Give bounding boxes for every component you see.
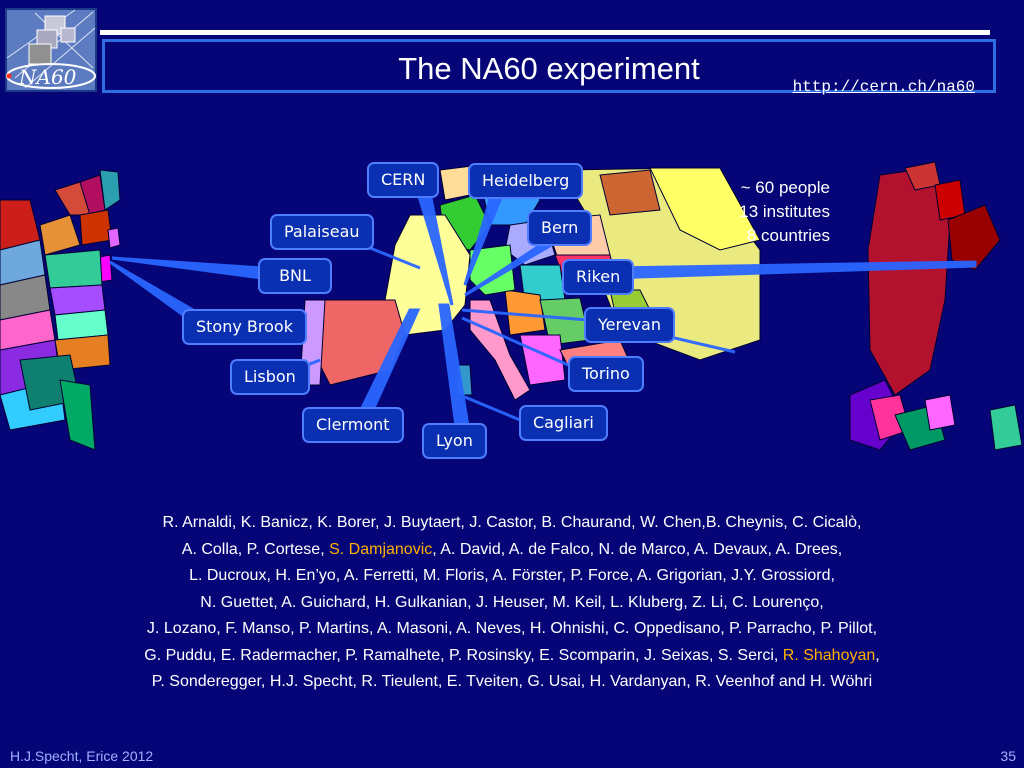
city-label-torino[interactable]: Torino	[568, 356, 644, 392]
city-label-stony-brook[interactable]: Stony Brook	[182, 309, 307, 345]
author-line: N. Guettet, A. Guichard, H. Gulkanian, J…	[200, 593, 824, 611]
city-label-bnl[interactable]: BNL	[258, 258, 332, 294]
author-line: L. Ducroux, H. En’yo, A. Ferretti, M. Fl…	[189, 567, 835, 584]
people-count: ~ 60 people	[740, 178, 830, 197]
asia-map	[849, 161, 1023, 451]
city-label-palaiseau[interactable]: Palaiseau	[270, 214, 374, 250]
city-label-yerevan[interactable]: Yerevan	[584, 307, 675, 343]
connector-lines	[109, 191, 977, 428]
institutes-count: 13 institutes	[739, 202, 830, 221]
city-label-cern[interactable]: CERN	[367, 162, 440, 198]
city-label-cagliari[interactable]: Cagliari	[519, 405, 608, 441]
author-list: R. Arnaldi, K. Banicz, K. Borer, J. Buyt…	[30, 510, 994, 696]
city-label-heidelberg[interactable]: Heidelberg	[468, 163, 584, 199]
city-label-lisbon[interactable]: Lisbon	[230, 359, 310, 395]
usa-map	[0, 169, 121, 451]
world-map	[0, 161, 1023, 451]
author-line: P. Sonderegger, H.J. Specht, R. Tieulent…	[151, 673, 873, 690]
highlighted-author: S. Damjanovic	[329, 540, 433, 558]
city-label-clermont[interactable]: Clermont	[302, 407, 404, 443]
author-line: G. Puddu, E. Radermacher, P. Ramalhete, …	[144, 646, 880, 664]
city-label-lyon[interactable]: Lyon	[422, 423, 487, 459]
title-banner: The NA60 experiment http://cern.ch/na60	[102, 39, 996, 96]
logo-text: NA60	[18, 65, 77, 89]
author-line: J. Lozano, F. Manso, P. Martins, A. Maso…	[146, 620, 878, 637]
highlighted-author: R. Shahoyan	[782, 646, 876, 664]
page-number: 35	[1000, 748, 1016, 764]
city-label-bern[interactable]: Bern	[527, 210, 593, 246]
experiment-link[interactable]: http://cern.ch/na60	[792, 78, 975, 96]
author-line: A. Colla, P. Cortese, S. Damjanovic, A. …	[181, 540, 843, 558]
na60-logo: NA60	[5, 8, 97, 92]
page-title: The NA60 experiment	[398, 51, 700, 86]
city-label-riken[interactable]: Riken	[562, 259, 635, 295]
title-rule	[100, 30, 990, 35]
footer-author: H.J.Specht, Erice 2012	[10, 748, 154, 764]
author-line: R. Arnaldi, K. Banicz, K. Borer, J. Buyt…	[162, 514, 862, 531]
europe-map	[299, 164, 761, 401]
countries-count: 8 countries	[746, 226, 830, 245]
collaboration-stats: ~ 60 people 13 institutes 8 countries	[700, 176, 830, 248]
